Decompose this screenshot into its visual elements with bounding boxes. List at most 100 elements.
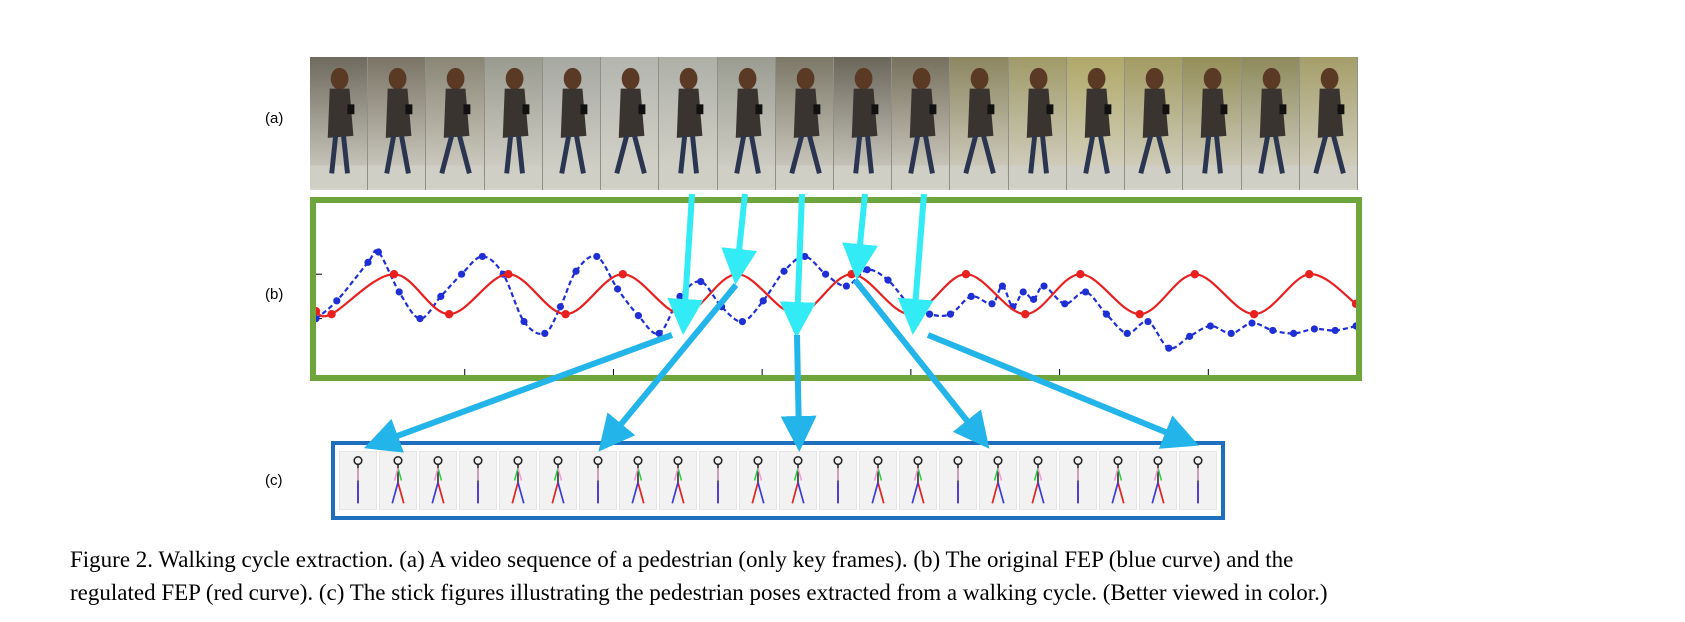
regulated-fep-point xyxy=(905,309,915,319)
video-frame xyxy=(892,57,951,190)
video-frame xyxy=(1241,57,1300,190)
original-fep-point xyxy=(718,303,726,311)
original-fep-point xyxy=(1082,288,1090,296)
original-fep-point xyxy=(634,312,642,320)
original-fep-point xyxy=(520,317,528,326)
pedestrian-image xyxy=(542,67,601,189)
original-fep-point xyxy=(863,266,871,274)
stick-figure xyxy=(979,451,1017,510)
original-fep-point xyxy=(1186,332,1194,340)
video-frame xyxy=(310,57,369,190)
original-fep-point xyxy=(364,258,372,266)
pedestrian-image xyxy=(484,67,542,189)
regulated-fep-point xyxy=(561,309,570,319)
pedestrian-image xyxy=(1241,67,1299,189)
original-fep-point xyxy=(759,297,767,305)
regulated-fep-point xyxy=(1135,309,1144,319)
video-frame xyxy=(368,57,427,190)
caption-line-2: regulated FEP (red curve). (c) The stick… xyxy=(70,580,1328,605)
original-fep-point xyxy=(801,252,809,261)
regulated-fep-point xyxy=(792,309,801,319)
original-fep-point xyxy=(946,310,955,318)
video-frames-strip xyxy=(310,57,1358,190)
stick-figure xyxy=(939,451,977,510)
original-fep-point xyxy=(1061,300,1069,308)
regulated-fep-point xyxy=(1076,270,1085,279)
original-fep-point xyxy=(1102,310,1110,318)
stick-figure xyxy=(1139,451,1177,510)
original-fep-point xyxy=(780,267,788,275)
original-fep-point xyxy=(926,310,934,318)
stick-figure xyxy=(379,451,417,510)
original-fep-point xyxy=(572,267,580,275)
stick-figure xyxy=(1019,451,1057,510)
pedestrian-image xyxy=(659,67,717,189)
original-fep-point xyxy=(1352,322,1360,330)
regulated-fep-point xyxy=(1249,309,1259,319)
regulated-fep-point xyxy=(327,309,336,319)
video-frame xyxy=(1125,57,1184,190)
panel-label-c: (c) xyxy=(265,472,283,489)
original-fep-point xyxy=(988,300,996,308)
original-fep-point xyxy=(884,276,892,284)
pedestrian-image xyxy=(717,67,775,189)
pedestrian-image xyxy=(892,67,950,189)
video-frame xyxy=(542,57,602,190)
pedestrian-image xyxy=(833,67,892,189)
fep-chart xyxy=(311,248,1361,375)
stick-figure xyxy=(1059,451,1097,510)
original-fep-point xyxy=(842,282,851,290)
video-frame xyxy=(1299,57,1358,190)
regulated-fep-point xyxy=(504,270,513,279)
video-frame xyxy=(950,57,1009,190)
original-fep-point xyxy=(478,252,486,261)
video-frame xyxy=(601,57,660,190)
stick-figure xyxy=(659,451,697,510)
regulated-fep-point xyxy=(444,309,454,319)
original-fep-point xyxy=(541,329,549,337)
original-fep-point xyxy=(1019,288,1027,296)
fep-plot-frame xyxy=(310,197,1362,381)
original-fep-point xyxy=(374,248,382,256)
stick-figure xyxy=(899,451,937,510)
stick-figure xyxy=(1179,451,1217,510)
stick-figure xyxy=(579,451,617,510)
original-fep-point xyxy=(458,270,466,278)
original-fep-point xyxy=(1227,329,1235,337)
regulated-fep-point xyxy=(847,270,856,279)
pedestrian-image xyxy=(1125,67,1183,189)
original-fep-point xyxy=(437,292,445,300)
video-frame xyxy=(717,57,776,190)
stick-figure xyxy=(739,451,777,510)
pedestrian-image xyxy=(1066,67,1125,189)
stick-figure xyxy=(499,451,537,510)
video-frame xyxy=(775,57,834,190)
regulated-fep-line xyxy=(315,273,1357,318)
stick-figure xyxy=(819,451,857,510)
video-frame xyxy=(833,57,893,190)
original-fep-point xyxy=(967,292,975,300)
original-fep-point xyxy=(556,303,564,311)
original-fep-point xyxy=(1144,317,1152,326)
original-fep-point xyxy=(1290,329,1298,337)
original-fep-point xyxy=(1331,326,1339,335)
original-fep-point xyxy=(395,288,403,296)
original-fep-point xyxy=(333,297,341,305)
original-fep-point xyxy=(1269,326,1277,335)
original-fep-point xyxy=(1123,329,1131,337)
stick-figure xyxy=(699,451,737,510)
video-frame xyxy=(1183,57,1242,190)
original-fep-point xyxy=(905,300,913,308)
original-fep-point xyxy=(593,252,601,261)
original-fep-point xyxy=(998,282,1007,290)
original-fep-point xyxy=(1165,344,1173,352)
original-fep-point xyxy=(676,292,684,300)
original-fep-point xyxy=(655,329,663,337)
pedestrian-image xyxy=(310,67,368,189)
regulated-fep-point xyxy=(961,270,971,279)
stick-figure xyxy=(539,451,577,510)
regulated-fep-point xyxy=(1021,309,1030,319)
caption-line-1: Figure 2. Walking cycle extraction. (a) … xyxy=(70,547,1294,572)
stick-figure xyxy=(859,451,897,510)
pedestrian-image xyxy=(426,67,484,189)
